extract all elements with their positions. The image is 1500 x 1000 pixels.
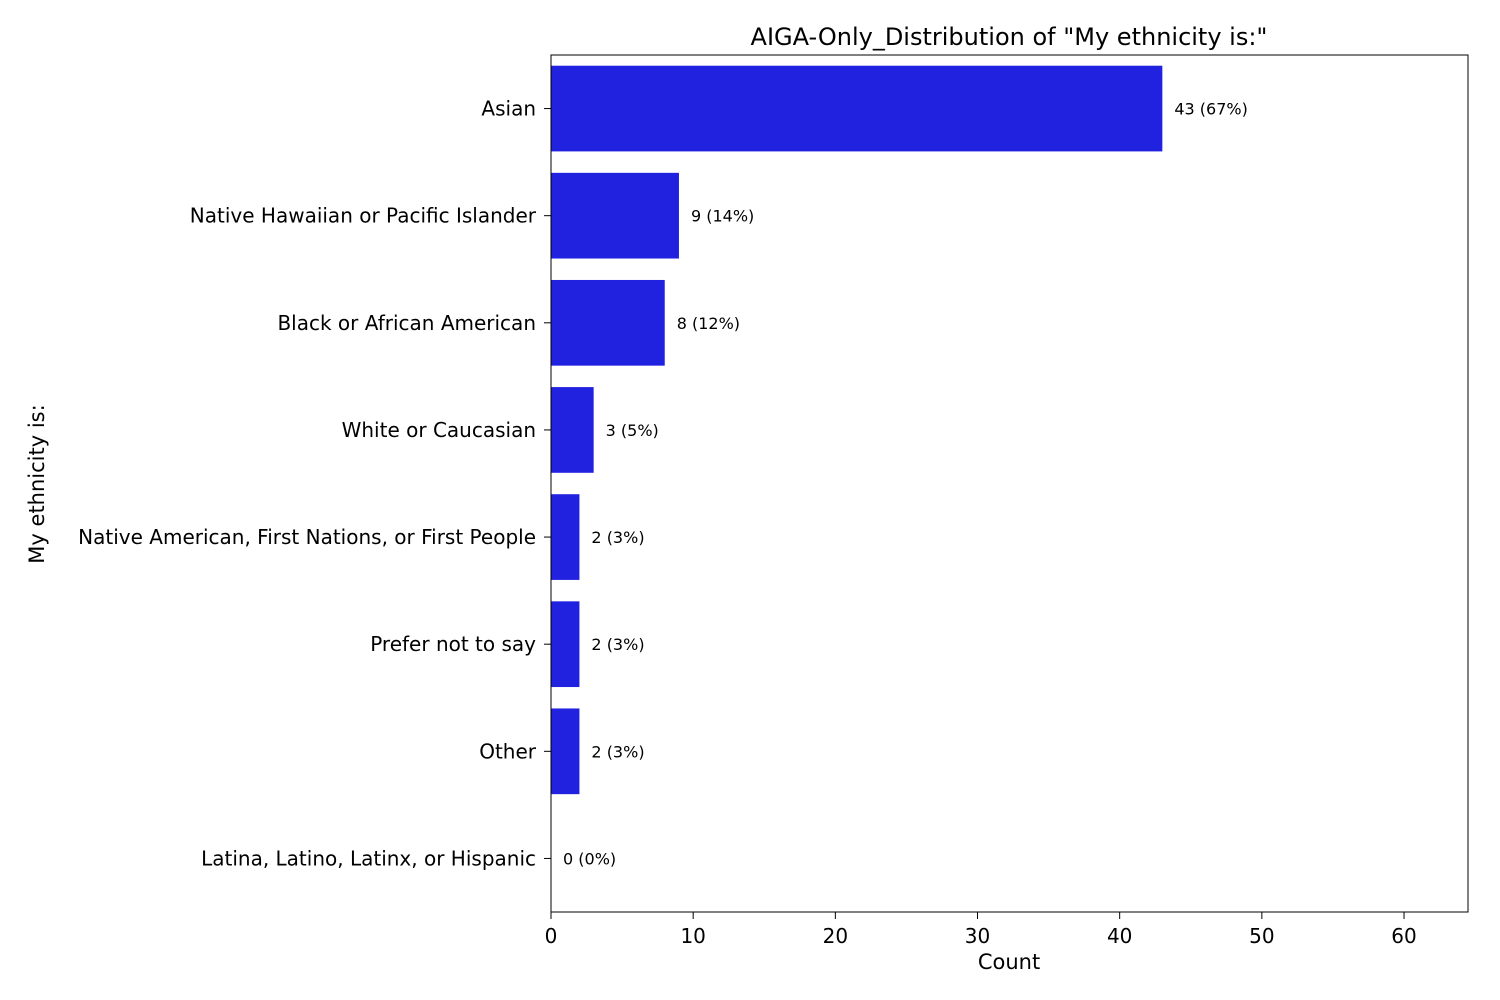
bar-prefer-not-to-say (551, 601, 580, 688)
data-label-latina-latino-latinx-or-hispanic: 0 (0%) (563, 849, 616, 868)
y-tick-label: Prefer not to say (370, 632, 536, 656)
y-axis: Asian Native Hawaiian or Pacific Islander… (78, 97, 551, 870)
data-label-native-hawaiian-or-pacific-islander: 9 (14%) (691, 207, 754, 226)
y-tick-label: Native Hawaiian or Pacific Islander (190, 204, 537, 228)
x-tick-label: 10 (680, 924, 705, 948)
data-label-other: 2 (3%) (591, 742, 644, 761)
data-label-native-american-first-nations-or-first-people: 2 (3%) (591, 528, 644, 547)
data-label-white-or-caucasian: 3 (5%) (606, 421, 659, 440)
data-label-black-or-african-american: 8 (12%) (677, 314, 740, 333)
plot-area-frame (550, 54, 1469, 913)
y-axis-label: My ethnicity is: (25, 404, 49, 563)
data-label-prefer-not-to-say: 2 (3%) (591, 635, 644, 654)
x-tick-label: 20 (823, 924, 848, 948)
y-tick-label: White or Caucasian (342, 418, 536, 442)
bar-white-or-caucasian (551, 387, 594, 473)
y-tick-label: Native American, First Nations, or First… (78, 525, 536, 549)
y-tick-label: Other (479, 739, 537, 763)
x-tick-label: 50 (1249, 924, 1274, 948)
bars-group (551, 65, 1163, 795)
y-tick-label: Latina, Latino, Latinx, or Hispanic (201, 846, 536, 870)
x-tick-label: 60 (1391, 924, 1416, 948)
bar-native-american-first-nations-or-first-people (551, 494, 580, 580)
y-tick-label: Asian (481, 97, 536, 121)
bar-black-or-african-american (551, 279, 665, 366)
x-tick-label: 0 (545, 924, 558, 948)
data-label-asian: 43 (67%) (1174, 100, 1248, 119)
bar-native-hawaiian-or-pacific-islander (551, 172, 679, 259)
x-tick-label: 30 (965, 924, 990, 948)
chart-title: AIGA-Only_Distribution of "My ethnicity … (751, 23, 1268, 51)
x-axis: 0 10 20 30 40 50 60 (545, 912, 1417, 948)
bar-asian (551, 65, 1163, 152)
bar-other (551, 708, 580, 795)
y-tick-label: Black or African American (277, 311, 536, 335)
x-tick-label: 40 (1107, 924, 1132, 948)
x-axis-label: Count (978, 950, 1040, 974)
bar-labels-group: 43 (67%) 9 (14%) 8 (12%) 3 (5%) 2 (3%) 2 (3%)… (563, 100, 1248, 869)
